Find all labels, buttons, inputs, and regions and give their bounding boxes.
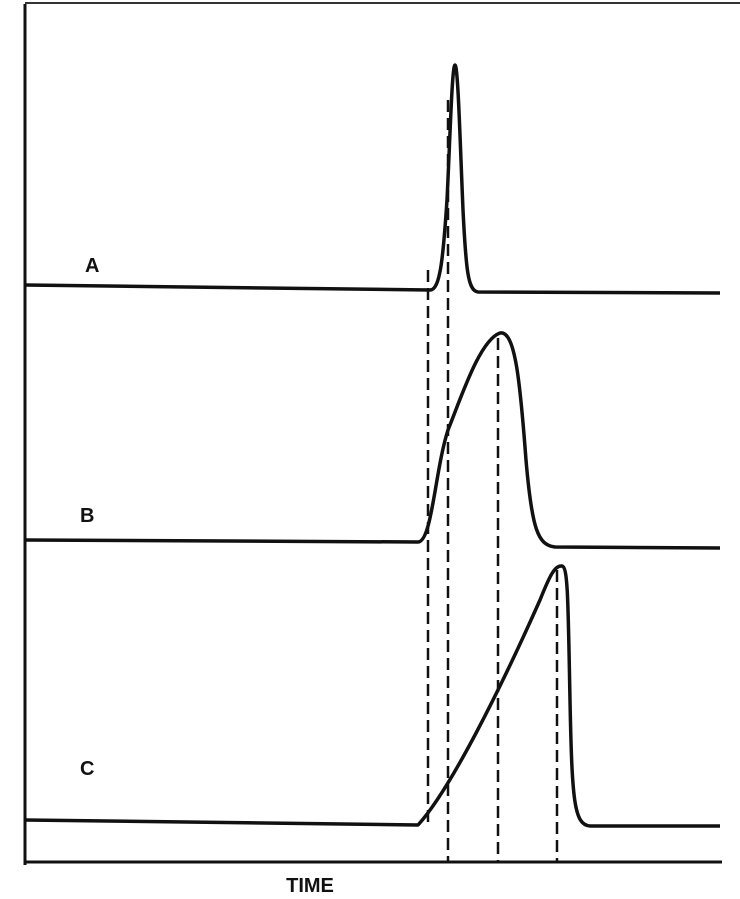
curve-label: A — [85, 255, 99, 277]
x-axis-label: TIME — [286, 875, 334, 897]
curve-label: B — [80, 505, 94, 527]
curve-label: C — [80, 758, 94, 780]
background — [0, 0, 740, 899]
diagram: A B C TIME — [0, 0, 740, 899]
